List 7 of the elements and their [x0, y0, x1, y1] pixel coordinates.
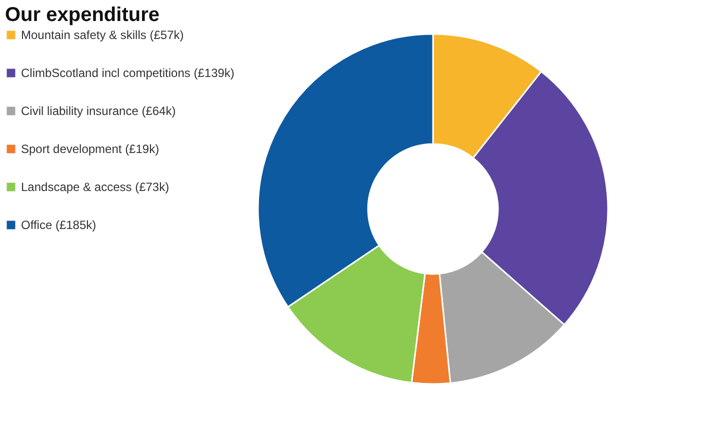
legend-label: Office (£185k) [21, 218, 96, 232]
legend-label: Sport development (£19k) [21, 142, 160, 156]
legend-label: Landscape & access (£73k) [21, 180, 170, 194]
legend-label: ClimbScotland incl competitions (£139k) [21, 66, 234, 80]
chart-title: Our expenditure [5, 4, 160, 26]
legend-label: Mountain safety & skills (£57k) [21, 28, 184, 42]
legend-label: Civil liability insurance (£64k) [21, 104, 176, 118]
